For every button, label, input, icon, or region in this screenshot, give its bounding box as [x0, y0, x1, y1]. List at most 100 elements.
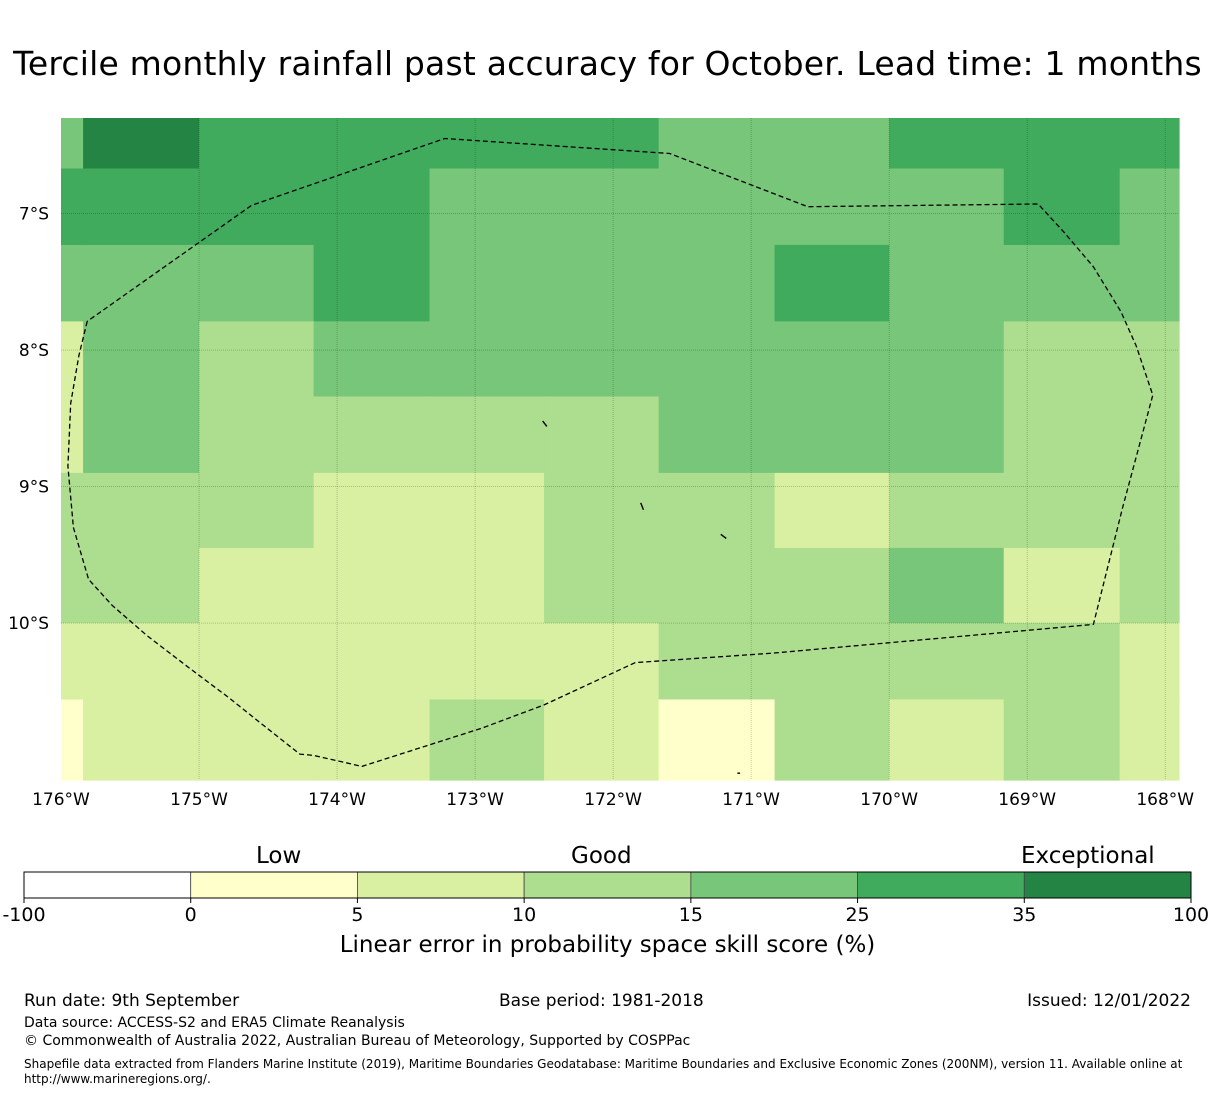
- lat-tick-label: 9°S: [19, 478, 49, 498]
- colorbar-tick-label: 25: [845, 904, 869, 926]
- copyright: © Commonwealth of Australia 2022, Austra…: [24, 1033, 691, 1049]
- grid-cell: [199, 244, 315, 322]
- grid-cell: [658, 699, 776, 781]
- grid-cell: [1119, 396, 1180, 474]
- grid-cell: [313, 699, 431, 781]
- map-title: Tercile monthly rainfall past accuracy f…: [13, 44, 1202, 83]
- issued-date: Issued: 12/01/2022: [1027, 991, 1191, 1011]
- grid-cell: [658, 321, 776, 398]
- grid-cell: [658, 168, 776, 246]
- lon-tick-label: 170°W: [860, 790, 918, 810]
- data-source: Data source: ACCESS-S2 and ERA5 Climate …: [24, 1015, 405, 1031]
- grid-cell: [199, 396, 315, 474]
- grid-cell: [1003, 699, 1121, 781]
- lon-tick-label: 171°W: [722, 790, 780, 810]
- grid-cell: [1119, 623, 1180, 701]
- grid-cell: [83, 396, 200, 474]
- graticule: [61, 118, 1179, 780]
- grid-cell: [544, 472, 660, 549]
- grid-cell: [544, 623, 660, 701]
- grid-cell: [774, 168, 890, 246]
- colorbar-segment: [1023, 871, 1192, 899]
- grid-cell: [83, 168, 200, 246]
- grid-cell: [1003, 623, 1121, 701]
- colorbar-segment: [523, 871, 692, 899]
- grid-cell: [313, 472, 431, 549]
- grid-cell: [544, 547, 660, 624]
- lon-tick-label: 168°W: [1136, 790, 1194, 810]
- shapefile-note-line-2: http://www.marineregions.org/.: [24, 1072, 211, 1086]
- grid-cell: [544, 699, 660, 781]
- grid-cell: [889, 623, 1005, 701]
- grid-cell: [1119, 244, 1180, 322]
- grid-cell: [61, 396, 84, 474]
- grid-cell: [83, 472, 200, 549]
- base-period: Base period: 1981-2018: [499, 991, 704, 1011]
- grid-cell: [61, 244, 84, 322]
- grid-cell: [774, 547, 890, 624]
- grid-cell: [774, 321, 890, 398]
- grid-cell: [313, 396, 431, 474]
- grid-cell: [429, 547, 545, 624]
- colorbar-segment: [23, 871, 192, 899]
- grid-cell: [1003, 168, 1121, 246]
- grid-cell: [889, 699, 1005, 781]
- grid-cell: [61, 472, 84, 549]
- island-outline: [542, 420, 548, 427]
- grid-cell: [429, 699, 545, 781]
- grid-cell: [1003, 472, 1121, 549]
- grid-cell: [83, 244, 200, 322]
- island-outline: [720, 533, 727, 539]
- grid-cell: [774, 472, 890, 549]
- grid-cell: [889, 321, 1005, 398]
- grid-cell: [83, 623, 200, 701]
- grid-cell: [429, 244, 545, 322]
- grid-cell: [774, 244, 890, 322]
- colorbar-label: Linear error in probability space skill …: [339, 932, 876, 958]
- colorbar-tick-label: 5: [351, 904, 363, 926]
- grid-cell: [658, 118, 776, 170]
- grid-cell: [83, 547, 200, 624]
- grid-cell: [61, 321, 84, 398]
- legend-good-word: Good: [571, 843, 632, 869]
- colorbar-segment: [357, 871, 525, 899]
- colorbar-tick-label: 15: [679, 904, 703, 926]
- grid-cell: [83, 699, 200, 781]
- grid-cell: [658, 396, 776, 474]
- grid-cell: [199, 472, 315, 549]
- grid-cell: [313, 244, 431, 322]
- axis-ticks: 176°W 175°W 174°W 173°W 172°W 171°W 170°W 169°W…: [8, 205, 1194, 810]
- eez-boundary: [67, 137, 1154, 768]
- grid-cell: [889, 396, 1005, 474]
- grid-cell: [61, 623, 84, 701]
- grid-cell: [199, 547, 315, 624]
- lat-tick-label: 7°S: [19, 205, 49, 225]
- grid-cell: [199, 168, 315, 246]
- island-outline: [640, 502, 645, 511]
- lat-tick-label: 10°S: [8, 614, 49, 634]
- grid-cell: [774, 699, 890, 781]
- lon-tick-label: 175°W: [170, 790, 228, 810]
- skill-map: 176°W 175°W 174°W 173°W 172°W 171°W 170°W 169°W…: [8, 118, 1194, 810]
- grid-cell: [61, 168, 84, 246]
- grid-cell: [1003, 547, 1121, 624]
- grid-cell: [61, 547, 84, 624]
- grid-cell: [889, 118, 1005, 170]
- lon-tick-label: 172°W: [584, 790, 642, 810]
- lat-tick-label: 8°S: [19, 341, 49, 361]
- grid-cell: [774, 118, 890, 170]
- grid-cell: [544, 168, 660, 246]
- grid-cell: [429, 472, 545, 549]
- grid-cell: [1003, 321, 1121, 398]
- lon-tick-label: 176°W: [32, 790, 90, 810]
- lon-tick-label: 169°W: [998, 790, 1056, 810]
- colorbar-segment: [857, 871, 1025, 899]
- grid-cell: [313, 168, 431, 246]
- islands: [542, 420, 741, 774]
- colorbar-segment: [690, 871, 858, 899]
- grid-cell: [1003, 396, 1121, 474]
- skill-grid: [61, 118, 1180, 781]
- grid-cell: [658, 547, 776, 624]
- grid-cell: [774, 623, 890, 701]
- grid-cell: [199, 699, 315, 781]
